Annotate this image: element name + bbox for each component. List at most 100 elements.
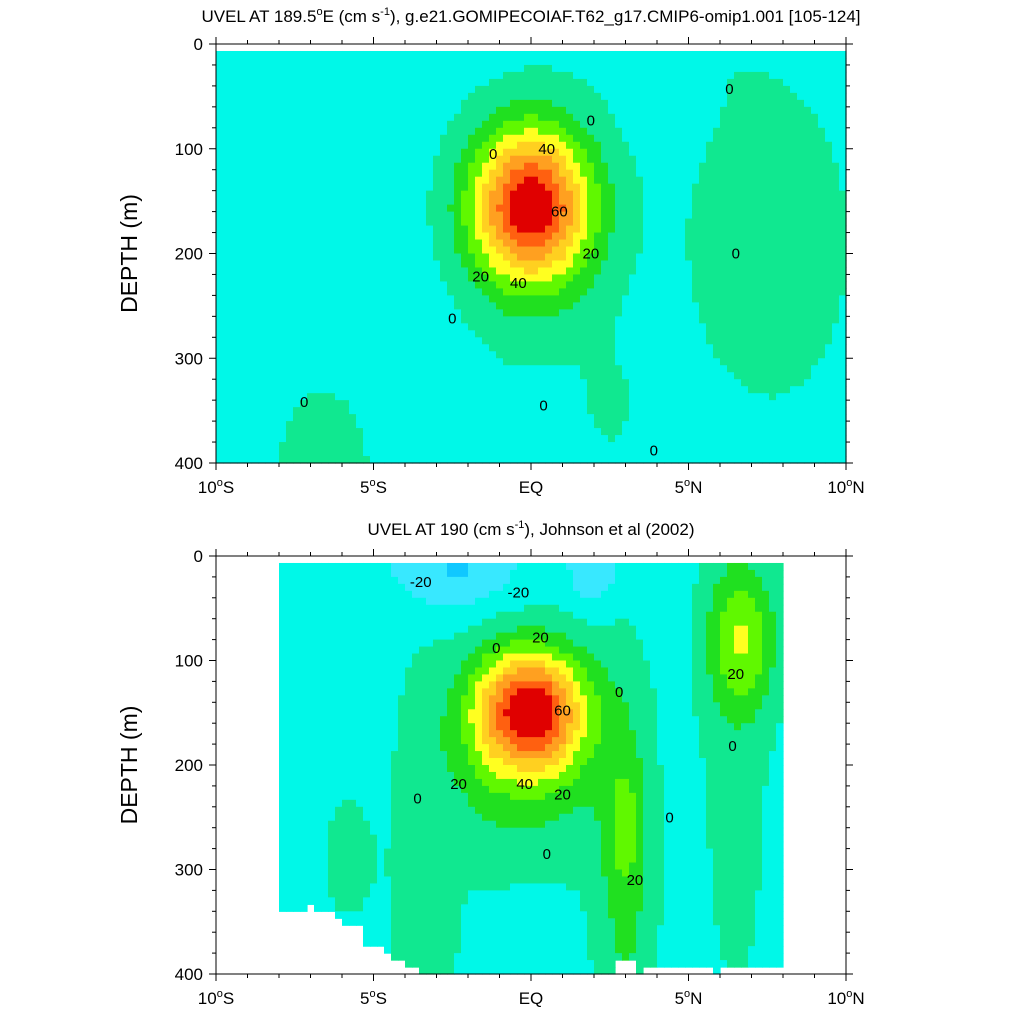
field-cell [307, 288, 315, 296]
field-cell [412, 442, 420, 450]
field-cell [398, 386, 406, 394]
field-cell [314, 260, 322, 269]
field-cell [447, 267, 455, 276]
field-cell [559, 211, 567, 220]
field-cell [657, 85, 665, 94]
field-cell [300, 246, 308, 255]
field-cell [286, 442, 294, 450]
field-cell [727, 57, 735, 66]
field-cell [468, 64, 476, 73]
field-cell [307, 316, 315, 324]
field-cell [594, 428, 602, 436]
field-cell [797, 281, 805, 290]
field-cell [258, 232, 266, 241]
field-cell [272, 141, 280, 150]
field-cell [321, 120, 329, 129]
field-cell [776, 456, 784, 464]
field-cell [769, 50, 777, 59]
field-cell [370, 400, 378, 408]
field-cell [734, 344, 742, 352]
field-cell [398, 365, 406, 373]
field-cell [608, 127, 616, 136]
field-cell [335, 120, 343, 129]
field-cell [258, 449, 266, 457]
field-cell [468, 141, 476, 150]
field-cell [223, 351, 231, 359]
field-cell [692, 365, 700, 373]
field-cell [279, 162, 287, 171]
field-cell [412, 358, 420, 366]
field-cell [748, 386, 756, 394]
field-cell [699, 407, 707, 415]
field-cell [727, 127, 735, 136]
field-cell [405, 190, 413, 199]
field-cell [370, 295, 378, 303]
field-cell [363, 78, 371, 87]
field-cell [762, 204, 770, 213]
field-cell [580, 204, 588, 213]
field-cell [475, 407, 483, 415]
field-cell [258, 120, 266, 129]
field-cell [447, 295, 455, 303]
field-cell [615, 183, 623, 192]
field-cell [769, 386, 777, 394]
field-cell [580, 267, 588, 276]
field-cell [713, 267, 721, 276]
field-cell [377, 407, 385, 415]
field-cell [419, 442, 427, 450]
field-cell [566, 134, 574, 143]
field-cell [720, 428, 728, 436]
field-cell [482, 365, 490, 373]
field-cell [461, 358, 469, 366]
field-cell [566, 162, 574, 171]
field-cell [608, 400, 616, 408]
field-cell [391, 442, 399, 450]
field-cell [671, 246, 679, 255]
field-cell [699, 365, 707, 373]
field-cell [426, 57, 434, 66]
field-cell [748, 309, 756, 317]
field-cell [251, 246, 259, 255]
field-cell [664, 456, 672, 464]
field-cell [237, 372, 245, 380]
field-cell [412, 421, 420, 429]
field-cell [741, 50, 749, 59]
field-cell [552, 50, 560, 59]
field-cell [426, 50, 434, 59]
field-cell [405, 106, 413, 115]
field-cell [370, 204, 378, 213]
field-cell [636, 344, 644, 352]
field-cell [447, 148, 455, 157]
field-cell [307, 344, 315, 352]
field-cell [244, 337, 252, 345]
field-cell [741, 281, 749, 290]
field-cell [741, 204, 749, 213]
field-cell [748, 351, 756, 359]
field-cell [552, 176, 560, 185]
field-cell [321, 190, 329, 199]
field-cell [328, 372, 336, 380]
field-cell [804, 99, 812, 108]
field-cell [517, 148, 525, 157]
field-cell [307, 197, 315, 206]
field-cell [489, 358, 497, 366]
field-cell [741, 169, 749, 178]
field-cell [643, 365, 651, 373]
field-cell [545, 204, 553, 213]
field-cell [552, 232, 560, 241]
field-cell [643, 393, 651, 401]
field-cell [342, 365, 350, 373]
field-cell [496, 246, 504, 255]
field-cell [671, 85, 679, 94]
field-cell [454, 358, 462, 366]
field-cell [475, 365, 483, 373]
field-cell [706, 316, 714, 324]
field-cell [790, 50, 798, 59]
field-cell [524, 337, 532, 345]
field-cell [636, 428, 644, 436]
field-cell [447, 316, 455, 324]
field-cell [776, 421, 784, 429]
field-cell [664, 50, 672, 59]
field-cell [622, 204, 630, 213]
field-cell [258, 64, 266, 73]
